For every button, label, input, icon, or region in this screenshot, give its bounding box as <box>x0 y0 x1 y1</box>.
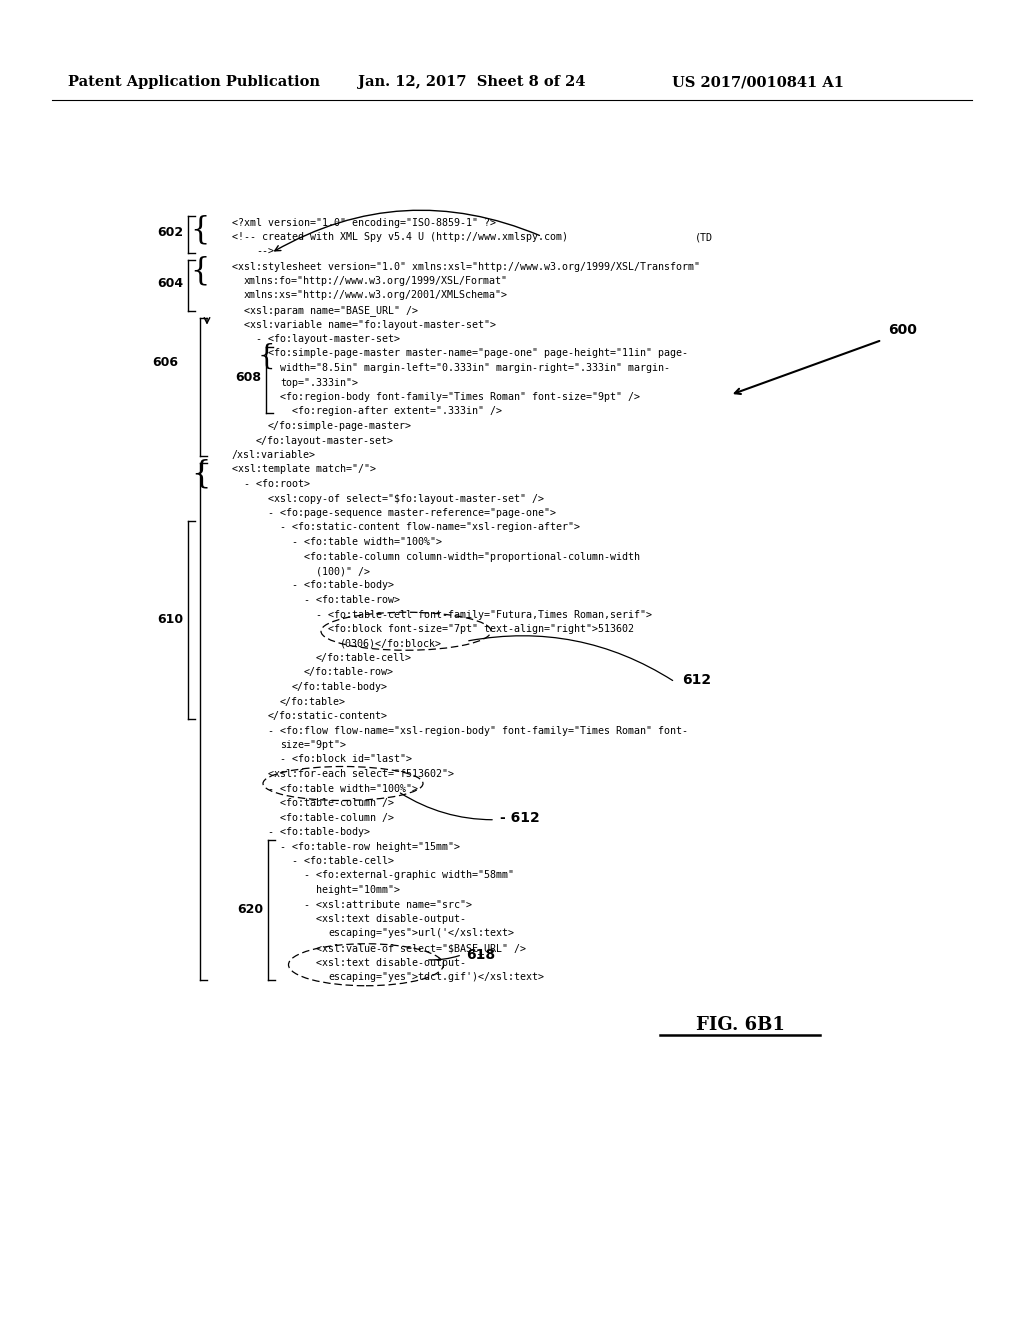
Text: (100)" />: (100)" /> <box>316 566 370 576</box>
Text: xmlns:xs="http://www.w3.org/2001/XMLSchema">: xmlns:xs="http://www.w3.org/2001/XMLSche… <box>244 290 508 301</box>
Text: <xsl:variable name="fo:layout-master-set">: <xsl:variable name="fo:layout-master-set… <box>232 319 496 330</box>
Text: US 2017/0010841 A1: US 2017/0010841 A1 <box>672 75 844 88</box>
Text: xmlns:fo="http://www.w3.org/1999/XSL/Format": xmlns:fo="http://www.w3.org/1999/XSL/For… <box>244 276 508 286</box>
Text: </fo:table-row>: </fo:table-row> <box>304 668 394 677</box>
Text: top=".333in">: top=".333in"> <box>280 378 358 388</box>
Text: - <fo:table-row height="15mm">: - <fo:table-row height="15mm"> <box>280 842 460 851</box>
Text: <xsl:text disable-output-: <xsl:text disable-output- <box>316 957 466 968</box>
Text: - <fo:table-body>: - <fo:table-body> <box>268 828 370 837</box>
Text: <fo:table-column column-width="proportional-column-width: <fo:table-column column-width="proportio… <box>304 552 640 561</box>
Text: 612: 612 <box>682 673 711 686</box>
Text: - <fo:table width="100%">: - <fo:table width="100%"> <box>292 537 442 546</box>
Text: <fo:region-body font-family="Times Roman" font-size="9pt" />: <fo:region-body font-family="Times Roman… <box>280 392 640 403</box>
Text: <xsl:text disable-output-: <xsl:text disable-output- <box>316 913 466 924</box>
Text: 608: 608 <box>234 371 261 384</box>
Text: <!-- created with XML Spy v5.4 U (http://www.xmlspy.com): <!-- created with XML Spy v5.4 U (http:/… <box>232 232 568 243</box>
Text: <fo:region-after extent=".333in" />: <fo:region-after extent=".333in" /> <box>292 407 502 417</box>
Text: <xsl:param name="BASE_URL" />: <xsl:param name="BASE_URL" /> <box>244 305 418 315</box>
Text: 604: 604 <box>157 277 183 290</box>
Text: escaping="yes">tdct.gif')</xsl:text>: escaping="yes">tdct.gif')</xsl:text> <box>328 972 544 982</box>
Text: -->: --> <box>256 247 274 257</box>
Text: - <fo:root>: - <fo:root> <box>244 479 310 488</box>
Text: <?xml version="1.0" encoding="ISO-8859-1" ?>: <?xml version="1.0" encoding="ISO-8859-1… <box>232 218 496 228</box>
Text: 606: 606 <box>152 356 178 370</box>
Text: (0306)</fo:block>: (0306)</fo:block> <box>340 639 442 648</box>
Text: - <fo:block id="last">: - <fo:block id="last"> <box>280 755 412 764</box>
Text: 610: 610 <box>157 614 183 626</box>
Text: <xsl:copy-of select="$fo:layout-master-set" />: <xsl:copy-of select="$fo:layout-master-s… <box>268 494 544 503</box>
Text: <fo:simple-page-master master-name="page-one" page-height="11in" page-: <fo:simple-page-master master-name="page… <box>268 348 688 359</box>
Text: - <fo:page-sequence master-reference="page-one">: - <fo:page-sequence master-reference="pa… <box>268 508 556 517</box>
Text: FIG. 6B1: FIG. 6B1 <box>695 1015 784 1034</box>
Text: - <xsl:attribute name="src">: - <xsl:attribute name="src"> <box>304 899 472 909</box>
Text: size="9pt">: size="9pt"> <box>280 741 346 750</box>
Text: 618: 618 <box>466 948 496 962</box>
Text: {: { <box>190 256 209 286</box>
Text: <xsl:value-of select="$BASE_URL" />: <xsl:value-of select="$BASE_URL" /> <box>316 942 526 954</box>
Text: {: { <box>191 458 210 490</box>
Text: 620: 620 <box>237 903 263 916</box>
Text: Jan. 12, 2017  Sheet 8 of 24: Jan. 12, 2017 Sheet 8 of 24 <box>358 75 586 88</box>
Text: - 612: - 612 <box>500 810 540 825</box>
Text: - <fo:table-cell>: - <fo:table-cell> <box>292 855 394 866</box>
Text: </fo:table-body>: </fo:table-body> <box>292 682 388 692</box>
Text: </fo:layout-master-set>: </fo:layout-master-set> <box>256 436 394 446</box>
Text: <fo:table-column />: <fo:table-column /> <box>280 813 394 822</box>
Text: </fo:table-cell>: </fo:table-cell> <box>316 653 412 663</box>
Text: - <fo:external-graphic width="58mm": - <fo:external-graphic width="58mm" <box>304 870 514 880</box>
Text: <fo:table-column />: <fo:table-column /> <box>280 799 394 808</box>
Text: {: { <box>258 342 275 370</box>
Text: </fo:static-content>: </fo:static-content> <box>268 711 388 721</box>
Text: - <fo:flow flow-name="xsl-region-body" font-family="Times Roman" font-: - <fo:flow flow-name="xsl-region-body" f… <box>268 726 688 735</box>
Text: height="10mm">: height="10mm"> <box>316 884 400 895</box>
Text: 600: 600 <box>888 323 916 337</box>
Text: <xsl:for-each select="f513602">: <xsl:for-each select="f513602"> <box>268 770 454 779</box>
Text: </fo:simple-page-master>: </fo:simple-page-master> <box>268 421 412 432</box>
Text: Patent Application Publication: Patent Application Publication <box>68 75 319 88</box>
Text: - <fo:table-body>: - <fo:table-body> <box>292 581 394 590</box>
Text: - <fo:table width="100%">: - <fo:table width="100%"> <box>268 784 418 793</box>
Text: /xsl:variable>: /xsl:variable> <box>232 450 316 459</box>
Text: - <fo:layout-master-set>: - <fo:layout-master-set> <box>256 334 400 345</box>
Text: - <fo:table-row>: - <fo:table-row> <box>304 595 400 605</box>
Text: - <fo:static-content flow-name="xsl-region-after">: - <fo:static-content flow-name="xsl-regi… <box>280 523 580 532</box>
Text: <xsl:template match="/">: <xsl:template match="/"> <box>232 465 376 474</box>
Text: escaping="yes">url('</xsl:text>: escaping="yes">url('</xsl:text> <box>328 928 514 939</box>
Text: {: { <box>190 214 209 246</box>
Text: (TD: (TD <box>695 232 713 243</box>
Text: <fo:block font-size="7pt" text-align="right">513602: <fo:block font-size="7pt" text-align="ri… <box>328 624 634 634</box>
Text: - <fo:table-cell font-family="Futura,Times Roman,serif">: - <fo:table-cell font-family="Futura,Tim… <box>316 610 652 619</box>
Text: width="8.5in" margin-left="0.333in" margin-right=".333in" margin-: width="8.5in" margin-left="0.333in" marg… <box>280 363 670 374</box>
Text: </fo:table>: </fo:table> <box>280 697 346 706</box>
Text: <xsl:stylesheet version="1.0" xmlns:xsl="http://www.w3.org/1999/XSL/Transform": <xsl:stylesheet version="1.0" xmlns:xsl=… <box>232 261 700 272</box>
Text: 602: 602 <box>157 226 183 239</box>
